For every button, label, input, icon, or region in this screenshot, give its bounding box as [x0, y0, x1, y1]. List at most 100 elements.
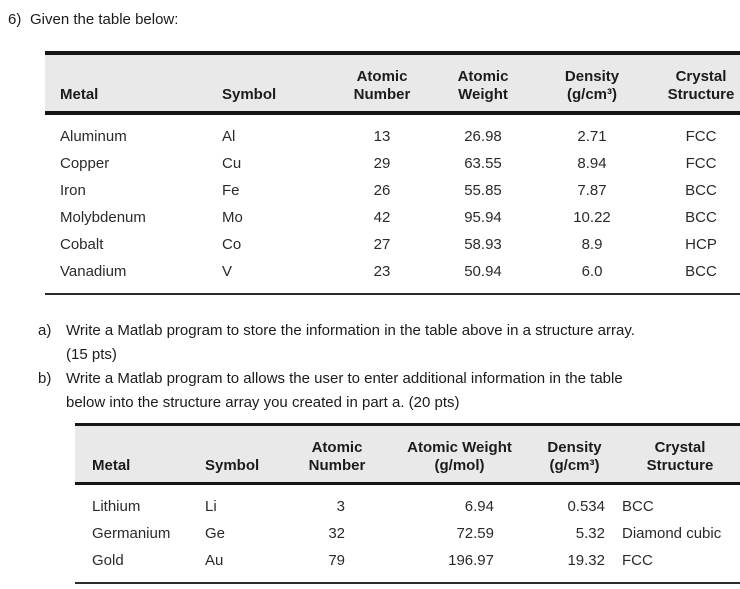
table-cell: Vanadium	[60, 263, 127, 280]
table-cell: BCC	[685, 182, 717, 199]
table-cell: Germanium	[92, 525, 171, 542]
table-row: Lithium Li 3 6.94 0.534 BCC	[75, 484, 740, 521]
table-cell: BCC	[685, 263, 717, 280]
table-cell: 10.22	[573, 209, 611, 226]
table-cell: 26.98	[464, 128, 502, 145]
part-b-line1: Write a Matlab program to allows the use…	[66, 370, 623, 387]
part-a: a) Write a Matlab program to store the i…	[38, 319, 740, 367]
table-cell: Diamond cubic	[622, 525, 722, 542]
column-header: Atomic Number	[287, 425, 387, 484]
column-header-line: Metal	[92, 457, 131, 474]
table-cell: 72.59	[456, 525, 494, 542]
table-row: Vanadium V 23 50.94 6.0 BCC	[45, 258, 740, 294]
table-cell: Co	[222, 236, 242, 253]
table-cell: Iron	[60, 182, 86, 199]
table-row: Germanium Ge 32 72.59 5.32 Diamond cubic	[75, 520, 740, 547]
column-header-line: Atomic	[311, 439, 363, 456]
column-header: Symbol	[192, 425, 287, 484]
table-cell: Au	[205, 552, 224, 569]
part-a-label: a)	[38, 322, 52, 339]
column-header-line: Atomic	[356, 68, 408, 85]
column-header-line: Structure	[667, 86, 735, 103]
table1-header-row: Metal Symbol Atomic Number Atomic Weight Densi…	[45, 53, 740, 113]
table-cell: FCC	[685, 155, 717, 172]
table-row: Gold Au 79 196.97 19.32 FCC	[75, 547, 740, 583]
metals-table-2-container: Metal Symbol Atomic Number Atomic Weight (g/m…	[75, 423, 740, 584]
table-cell: V	[222, 263, 233, 280]
column-header: Crystal Structure	[648, 53, 740, 113]
column-header-line: (g/cm³)	[567, 86, 617, 103]
metals-table-2: Metal Symbol Atomic Number Atomic Weight (g/m…	[75, 423, 740, 584]
table-cell: 0.534	[567, 498, 605, 515]
table1-body: Aluminum Al 13 26.98 2.71 FCC Copper Cu 29 63.55 8…	[45, 113, 740, 294]
column-header-line: Atomic	[457, 68, 509, 85]
table-cell: 42	[373, 209, 391, 226]
problem-intro: Given the table below:	[30, 11, 179, 28]
column-header-line: Metal	[60, 86, 99, 103]
table-cell: 6.0	[581, 263, 603, 280]
column-header-line: Crystal	[654, 439, 706, 456]
table2-head: Metal Symbol Atomic Number Atomic Weight (g/m…	[75, 424, 740, 484]
table-cell: 29	[373, 155, 391, 172]
table-cell: 8.94	[577, 155, 607, 172]
part-a-line1: Write a Matlab program to store the info…	[66, 322, 635, 339]
part-a-line2: (15 pts)	[66, 346, 117, 363]
table-cell: Cobalt	[60, 236, 104, 253]
column-header-line: Symbol	[222, 86, 277, 103]
column-header: Density (g/cm³)	[536, 53, 648, 113]
table-row: Aluminum Al 13 26.98 2.71 FCC	[45, 113, 740, 150]
column-header: Atomic Weight (g/mol)	[387, 425, 532, 484]
column-header-line: Symbol	[205, 457, 260, 474]
column-header-line: Weight	[458, 86, 508, 103]
table-cell: Ge	[205, 525, 226, 542]
table-cell: Li	[205, 498, 217, 515]
table-cell: 3	[336, 498, 345, 515]
question-parts: a) Write a Matlab program to store the i…	[38, 319, 740, 415]
column-header-line: Crystal	[675, 68, 727, 85]
table-cell: BCC	[685, 209, 717, 226]
column-header: Metal	[75, 425, 192, 484]
table-cell: Mo	[222, 209, 243, 226]
table-cell: 27	[373, 236, 391, 253]
table-cell: Molybdenum	[60, 209, 146, 226]
column-header: Crystal Structure	[617, 425, 740, 484]
column-header-line: Density	[564, 68, 620, 85]
table-cell: 63.55	[464, 155, 502, 172]
table-cell: 26	[373, 182, 391, 199]
table-cell: BCC	[622, 498, 654, 515]
column-header: Atomic Number	[334, 53, 430, 113]
part-b-text: Write a Matlab program to allows the use…	[66, 367, 740, 415]
table-cell: 19.32	[567, 552, 605, 569]
table-cell: 32	[328, 525, 345, 542]
table2-body: Lithium Li 3 6.94 0.534 BCC Germanium Ge 32 72.59…	[75, 484, 740, 584]
column-header-line: Atomic Weight	[407, 439, 512, 456]
metals-table-1: Metal Symbol Atomic Number Atomic Weight Densi…	[45, 51, 740, 295]
table-cell: Copper	[60, 155, 110, 172]
column-header-line: Density	[547, 439, 602, 456]
table-cell: Gold	[92, 552, 124, 569]
table-row: Molybdenum Mo 42 95.94 10.22 BCC	[45, 204, 740, 231]
table-cell: 79	[328, 552, 345, 569]
table-cell: 2.71	[577, 128, 607, 145]
part-b-line2: below into the structure array you creat…	[66, 394, 460, 411]
table-cell: 95.94	[464, 209, 502, 226]
part-b: b) Write a Matlab program to allows the …	[38, 367, 740, 415]
column-header: Density (g/cm³)	[532, 425, 617, 484]
metals-table-1-container: Metal Symbol Atomic Number Atomic Weight Densi…	[45, 51, 740, 295]
column-header-line: Structure	[646, 457, 714, 474]
column-header: Symbol	[210, 53, 334, 113]
table-row: Cobalt Co 27 58.93 8.9 HCP	[45, 231, 740, 258]
table-cell: Aluminum	[60, 128, 127, 145]
column-header: Metal	[45, 53, 210, 113]
column-header: Atomic Weight	[430, 53, 536, 113]
column-header-line: Number	[308, 457, 366, 474]
table-cell: 58.93	[464, 236, 502, 253]
table-cell: HCP	[685, 236, 717, 253]
table-cell: 23	[373, 263, 391, 280]
table2-header-row: Metal Symbol Atomic Number Atomic Weight (g/m…	[75, 424, 740, 484]
table-cell: 50.94	[464, 263, 502, 280]
table-cell: 7.87	[577, 182, 607, 199]
table1-head: Metal Symbol Atomic Number Atomic Weight Densi…	[45, 53, 740, 113]
column-header-line: Number	[353, 86, 411, 103]
